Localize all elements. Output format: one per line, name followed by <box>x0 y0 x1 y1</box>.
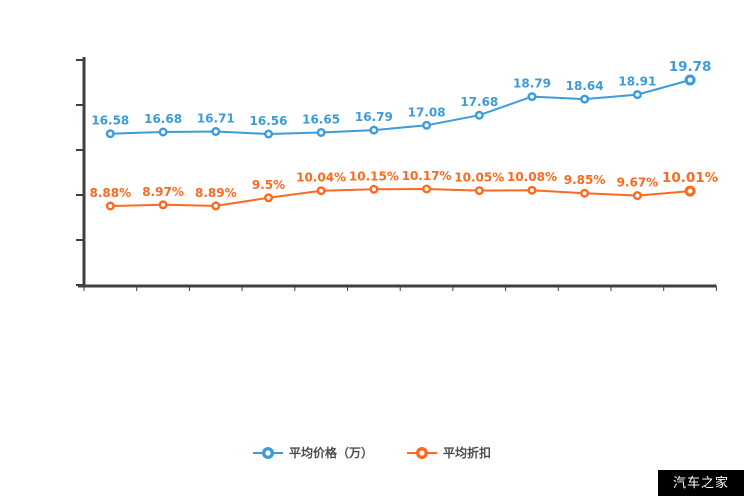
svg-text:17.68: 17.68 <box>460 95 498 109</box>
legend-item-avg-price[interactable]: 平均价格（万） <box>252 446 373 460</box>
svg-text:10.05%: 10.05% <box>454 171 504 185</box>
svg-text:16.68: 16.68 <box>144 112 182 126</box>
chart-canvas: 16.58 16.68 16.71 16.56 16.65 16.79 17.08 17.68… <box>76 57 719 291</box>
legend-label-avg-discount: 平均折扣 <box>443 446 492 460</box>
watermark-badge: 汽车之家 <box>658 470 744 496</box>
line-marker-icon <box>407 447 437 459</box>
line-chart: 16.58 16.68 16.71 16.56 16.65 16.79 17.08 17.68… <box>76 57 719 291</box>
svg-text:9.5%: 9.5% <box>252 178 285 192</box>
svg-text:8.89%: 8.89% <box>195 186 237 200</box>
svg-text:17.08: 17.08 <box>408 105 446 119</box>
watermark-text: 汽车之家 <box>672 475 729 491</box>
svg-text:16.79: 16.79 <box>355 110 393 124</box>
svg-text:9.85%: 9.85% <box>564 173 606 187</box>
svg-text:18.64: 18.64 <box>566 79 604 93</box>
svg-text:16.65: 16.65 <box>302 113 340 127</box>
svg-text:18.91: 18.91 <box>618 75 656 89</box>
legend-item-avg-discount[interactable]: 平均折扣 <box>407 446 491 460</box>
svg-text:16.58: 16.58 <box>91 114 129 128</box>
svg-text:8.88%: 8.88% <box>89 186 131 200</box>
svg-text:19.78: 19.78 <box>669 59 712 75</box>
chart-legend: 平均价格（万） 平均折扣 <box>0 441 744 465</box>
svg-text:18.79: 18.79 <box>513 77 551 91</box>
svg-text:16.56: 16.56 <box>250 114 288 128</box>
svg-text:10.08%: 10.08% <box>507 170 557 184</box>
svg-text:9.67%: 9.67% <box>617 176 659 190</box>
line-marker-icon <box>252 447 283 459</box>
svg-text:8.97%: 8.97% <box>142 185 184 199</box>
svg-text:10.04%: 10.04% <box>296 171 346 185</box>
legend-label-avg-price: 平均价格（万） <box>288 446 373 460</box>
svg-text:10.01%: 10.01% <box>662 170 719 186</box>
svg-text:10.15%: 10.15% <box>349 169 399 183</box>
svg-text:16.71: 16.71 <box>197 112 235 126</box>
svg-text:10.17%: 10.17% <box>402 169 452 183</box>
